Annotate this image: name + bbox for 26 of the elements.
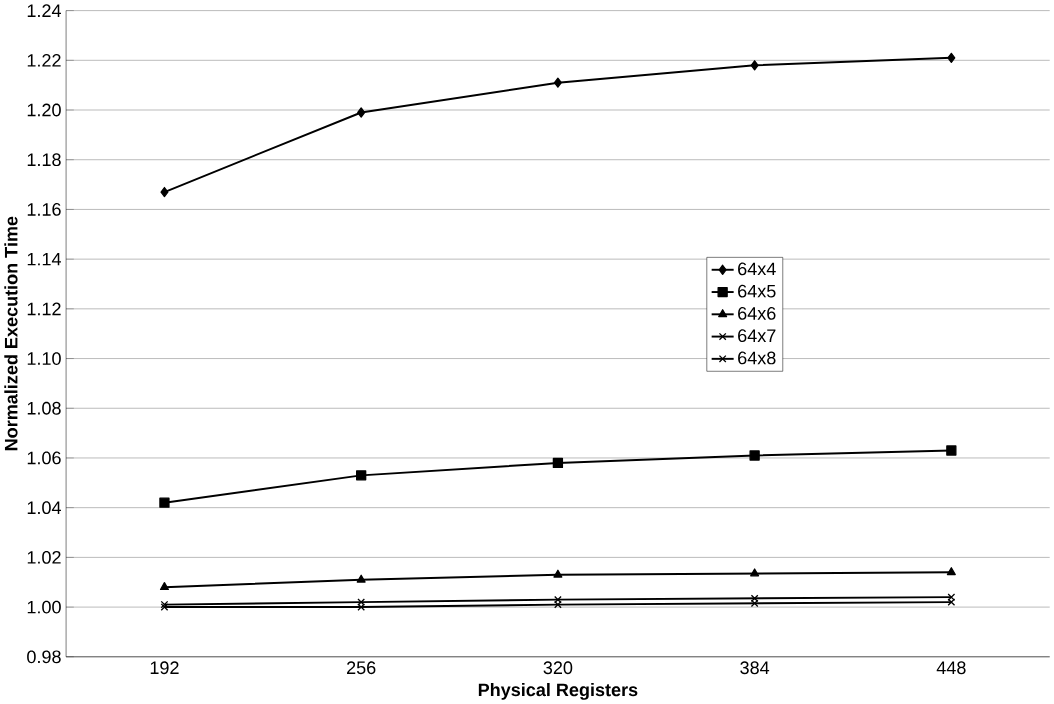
legend-label: 64x5 [738, 284, 776, 298]
x-tick-label: 448 [936, 661, 966, 675]
y-tick-label: 1.14 [27, 252, 61, 266]
y-tick-label: 1.10 [27, 352, 61, 365]
y-tick-label: 1.20 [27, 103, 61, 117]
legend-label: 64x8 [738, 351, 776, 365]
y-tick-label: 1.18 [27, 153, 61, 167]
y-tick-label: 1.04 [27, 501, 61, 514]
x-tick-label: 256 [347, 661, 376, 675]
y-tick-label: 1.24 [27, 4, 61, 17]
legend-label: 64x7 [738, 329, 776, 343]
x-tick-label: 320 [543, 661, 573, 675]
x-tick-label: 192 [150, 661, 179, 675]
y-tick-label: 0.98 [27, 650, 61, 664]
x-tick-label: 384 [740, 661, 770, 675]
y-tick-label: 1.08 [27, 401, 61, 415]
y-tick-label: 1.16 [27, 202, 61, 216]
legend-label: 64x6 [738, 306, 776, 320]
y-axis-title: Normalized Execution Time [4, 216, 18, 451]
y-tick-label: 1.02 [27, 550, 61, 564]
y-tick-label: 1.12 [27, 302, 61, 316]
y-tick-label: 1.00 [27, 600, 61, 614]
y-tick-label: 1.22 [27, 53, 61, 67]
legend-label: 64x4 [738, 262, 776, 276]
y-tick-label: 1.06 [27, 451, 61, 465]
x-axis-title: Physical Registers [478, 682, 638, 700]
